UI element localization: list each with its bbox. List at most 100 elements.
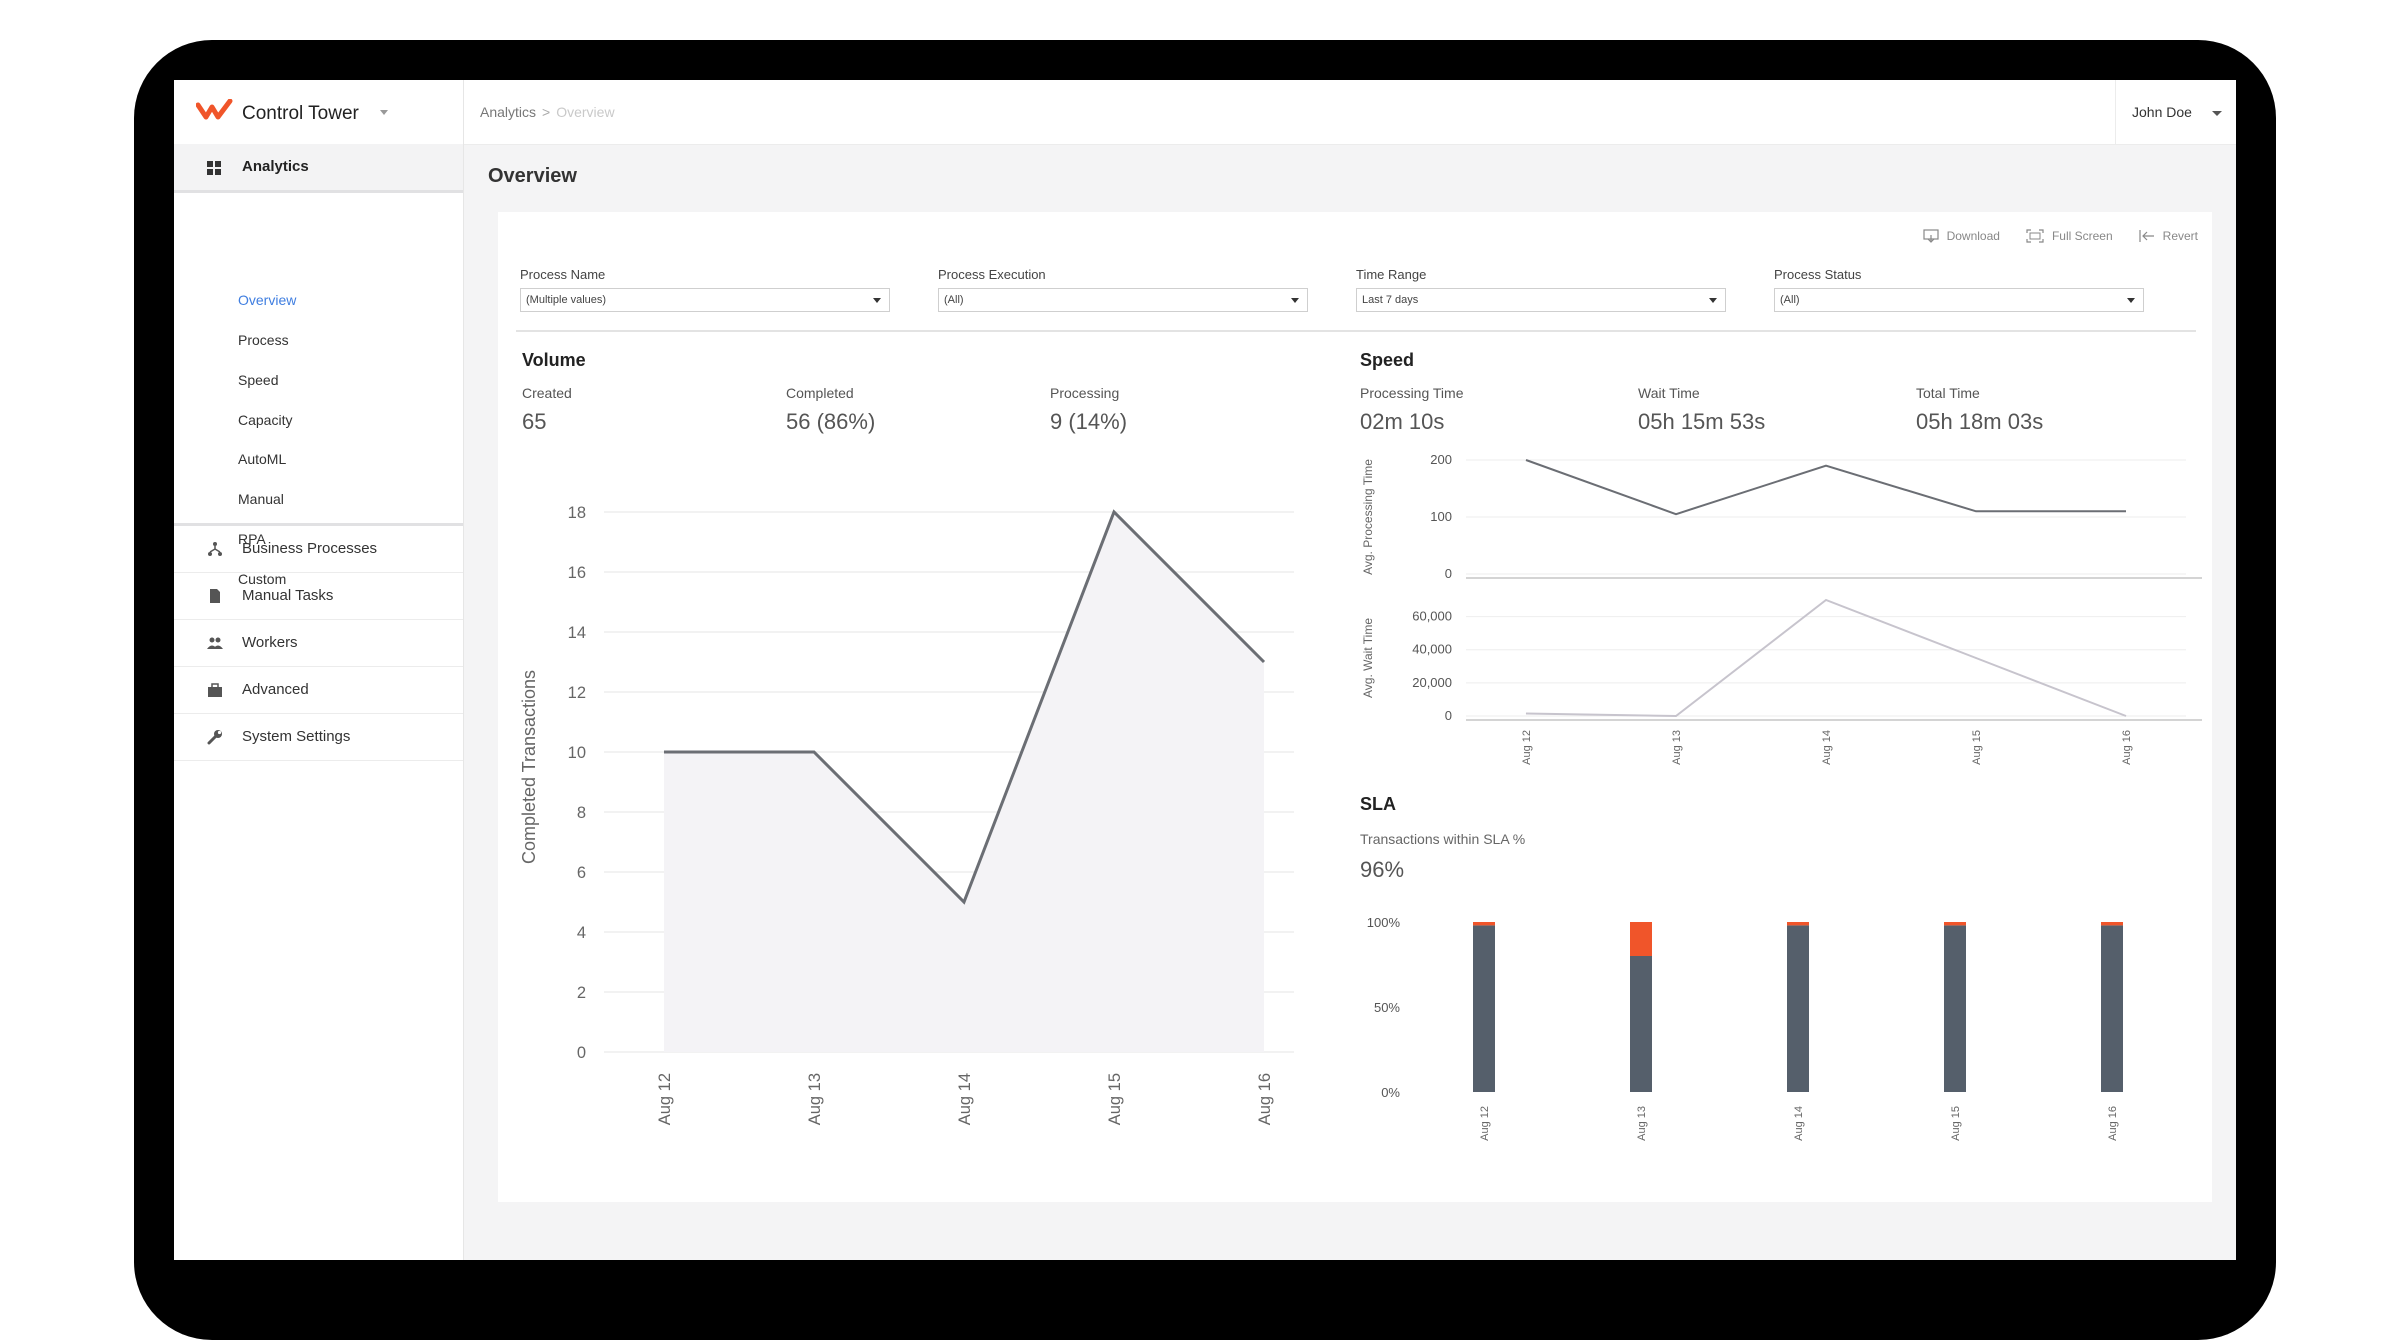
filter-label: Process Status <box>1774 267 2144 282</box>
fullscreen-label: Full Screen <box>2052 229 2113 243</box>
y-tick-label: 0% <box>1381 1085 1400 1100</box>
briefcase-icon <box>207 682 223 698</box>
download-icon <box>1923 229 1939 243</box>
filter-process-execution: Process Execution (All) <box>938 267 1308 312</box>
filter-process-name: Process Name (Multiple values) <box>520 267 890 312</box>
control-tower-logo-icon <box>196 99 234 123</box>
filter-divider <box>516 330 2196 332</box>
x-tick-label: Aug 15 <box>1950 1106 1962 1141</box>
sla-label: Transactions within SLA % <box>1360 831 1525 847</box>
app-name: Control Tower <box>242 103 359 125</box>
subnav-item-overview[interactable]: Overview <box>238 292 296 308</box>
fullscreen-button[interactable]: Full Screen <box>2026 229 2113 243</box>
select-value: (Multiple values) <box>526 294 606 306</box>
x-tick-label: Aug 14 <box>1821 730 1833 765</box>
y-tick-label: 0 <box>1445 708 1452 723</box>
kpi-processing-time-label: Processing Time <box>1360 385 1463 401</box>
kpi-wait-time-label: Wait Time <box>1638 385 1700 401</box>
x-tick-label: Aug 13 <box>806 1073 824 1125</box>
breadcrumb-current: Overview <box>556 104 614 120</box>
chevron-down-icon[interactable] <box>380 110 388 115</box>
y-tick-label: 200 <box>1430 452 1452 467</box>
dashboard-icon <box>207 161 221 175</box>
dashboard-toolbar: Download Full Screen Revert <box>1923 229 2198 243</box>
sidebar-item-workers[interactable]: Workers <box>174 620 463 667</box>
y-tick-label: 16 <box>568 564 586 582</box>
brand-header[interactable]: Control Tower <box>174 80 463 145</box>
sla-bar-breach-aug-14 <box>1787 922 1809 925</box>
revert-label: Revert <box>2163 229 2198 243</box>
y-axis-label: Avg. Wait Time <box>1361 618 1375 698</box>
y-tick-label: 10 <box>568 744 586 762</box>
kpi-completed-value: 56 (86%) <box>786 409 875 435</box>
volume-area <box>664 512 1264 1052</box>
y-axis-label: Avg. Processing Time <box>1361 459 1375 575</box>
sidebar-item-business-processes[interactable]: Business Processes <box>174 526 463 573</box>
kpi-processing-value: 9 (14%) <box>1050 409 1127 435</box>
y-tick-label: 50% <box>1374 1000 1400 1015</box>
volume-title: Volume <box>522 350 586 371</box>
wait-time-line <box>1526 600 2126 716</box>
sidebar-section-label: Analytics <box>242 158 309 175</box>
subnav-item-capacity[interactable]: Capacity <box>238 412 292 428</box>
user-menu[interactable]: John Doe <box>2115 80 2236 144</box>
sidebar-item-label: Workers <box>242 634 298 651</box>
hierarchy-icon <box>207 541 223 557</box>
dashboard-panel: Download Full Screen Revert Process Name… <box>498 212 2212 1202</box>
x-tick-label: Aug 12 <box>1479 1106 1491 1141</box>
sidebar-item-label: Business Processes <box>242 540 377 557</box>
sla-bar-within-aug-15 <box>1944 925 1966 1092</box>
x-tick-label: Aug 12 <box>656 1073 674 1125</box>
breadcrumb-item[interactable]: Analytics <box>480 104 536 120</box>
subnav-item-speed[interactable]: Speed <box>238 372 278 388</box>
kpi-processing-time-value: 02m 10s <box>1360 409 1444 435</box>
y-tick-label: 12 <box>568 684 586 702</box>
x-tick-label: Aug 12 <box>1521 730 1533 765</box>
document-icon <box>207 588 223 604</box>
kpi-processing-label: Processing <box>1050 385 1119 401</box>
people-icon <box>207 635 223 651</box>
filter-time-range: Time Range Last 7 days <box>1356 267 1726 312</box>
sla-bar-breach-aug-15 <box>1944 922 1966 925</box>
breadcrumb: Analytics>Overview <box>480 104 615 120</box>
process-status-select[interactable]: (All) <box>1774 288 2144 312</box>
sla-bar-within-aug-16 <box>2101 925 2123 1092</box>
kpi-total-time-value: 05h 18m 03s <box>1916 409 2043 435</box>
download-button[interactable]: Download <box>1923 229 2000 243</box>
y-tick-label: 100% <box>1367 915 1401 930</box>
y-tick-label: 0 <box>1445 566 1452 581</box>
filter-label: Process Execution <box>938 267 1308 282</box>
top-bar: Analytics>Overview John Doe <box>464 80 2236 145</box>
subnav-item-process[interactable]: Process <box>238 332 289 348</box>
download-label: Download <box>1947 229 2000 243</box>
select-value: Last 7 days <box>1362 294 1418 306</box>
filter-label: Time Range <box>1356 267 1726 282</box>
process-execution-select[interactable]: (All) <box>938 288 1308 312</box>
subnav-item-manual[interactable]: Manual <box>238 491 284 507</box>
y-tick-label: 2 <box>577 984 586 1002</box>
y-axis-label: Completed Transactions <box>519 670 539 864</box>
y-tick-label: 60,000 <box>1412 609 1452 624</box>
x-tick-label: Aug 15 <box>1971 730 1983 765</box>
time-range-select[interactable]: Last 7 days <box>1356 288 1726 312</box>
revert-button[interactable]: Revert <box>2139 229 2198 243</box>
caret-down-icon <box>873 298 881 303</box>
sidebar-item-advanced[interactable]: Advanced <box>174 667 463 714</box>
sla-bar-breach-aug-13 <box>1630 922 1652 956</box>
subnav-item-automl[interactable]: AutoML <box>238 451 286 467</box>
process-name-select[interactable]: (Multiple values) <box>520 288 890 312</box>
revert-icon <box>2139 229 2155 243</box>
select-value: (All) <box>1780 294 1800 306</box>
sidebar-item-manual-tasks[interactable]: Manual Tasks <box>174 573 463 620</box>
x-tick-label: Aug 16 <box>2121 730 2133 765</box>
caret-down-icon <box>1709 298 1717 303</box>
sidebar-item-system-settings[interactable]: System Settings <box>174 714 463 761</box>
y-tick-label: 20,000 <box>1412 675 1452 690</box>
sla-title: SLA <box>1360 794 1396 815</box>
sidebar-section-analytics[interactable]: Analytics <box>174 144 463 193</box>
sidebar-item-label: System Settings <box>242 728 350 745</box>
sla-bar-within-aug-12 <box>1473 925 1495 1092</box>
